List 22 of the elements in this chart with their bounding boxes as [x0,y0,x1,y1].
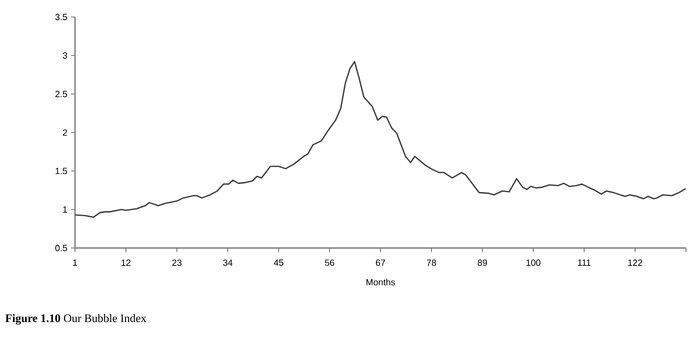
x-tick-label: 23 [172,260,182,266]
y-tick-label: 1 [63,206,68,213]
x-tick-label: 122 [628,260,642,266]
y-tick-label: 2 [62,129,68,136]
x-tick-label: 111 [578,260,591,266]
x-tick-label: 100 [526,260,540,266]
x-tick-label: 89 [478,260,487,266]
y-tick-label: 3.5 [55,14,68,20]
text: Figure 1.10 Our Bubble Index [5,314,146,325]
y-tick-label: 2.5 [55,90,68,98]
y-tick-label: 1.5 [56,168,68,174]
line-series [74,61,686,218]
x-tick-label: 1 [73,260,78,266]
x-tick-label: 67 [376,260,386,266]
x-tick-label: 45 [274,260,284,266]
x-tick-label: 12 [122,260,130,266]
x-axis-title: Months [366,278,395,286]
x-tick-label: 78 [426,260,436,266]
y-tick-label: 0.5 [55,244,68,252]
x-tick-label: 34 [223,260,232,266]
x-tick-label: 56 [324,260,334,266]
y-tick-label: 3 [62,52,68,59]
